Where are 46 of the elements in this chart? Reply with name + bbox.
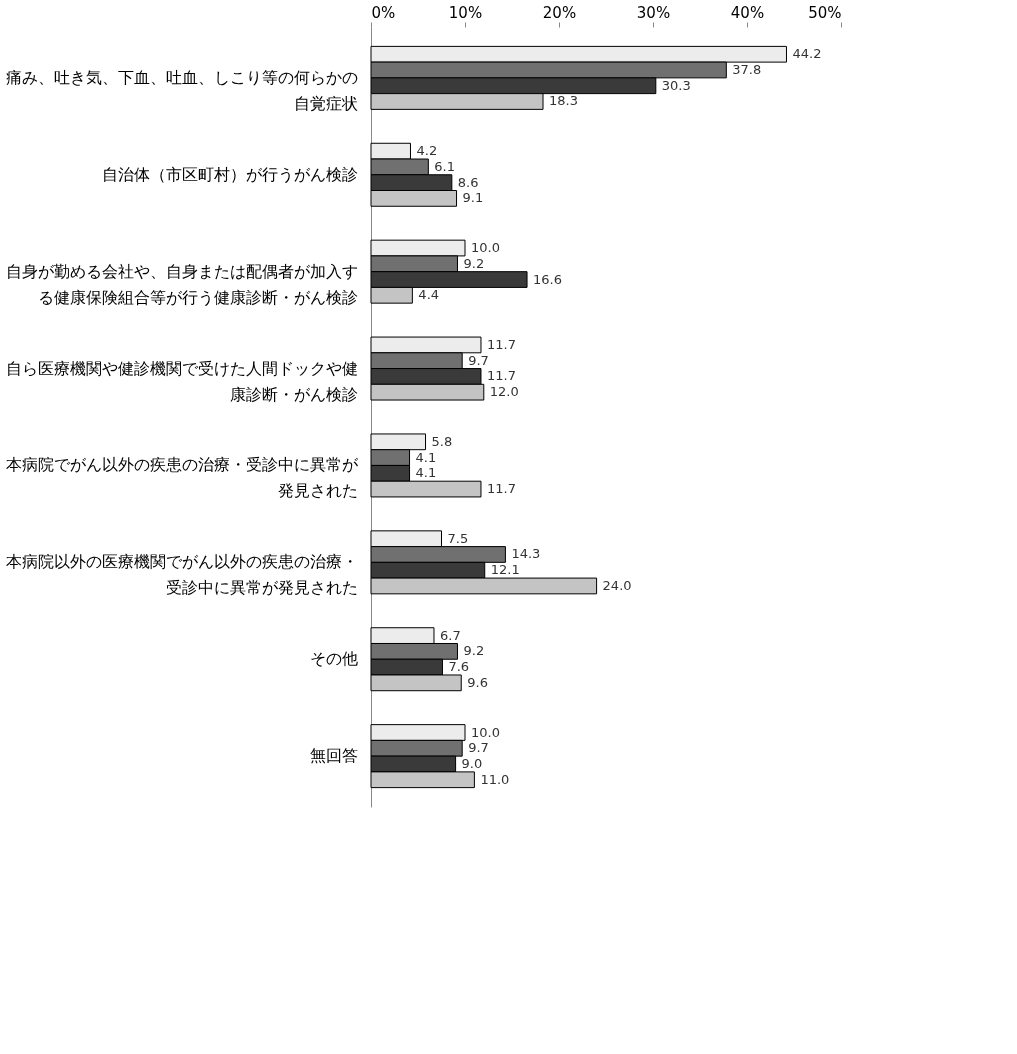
data-label: 8.6 (457, 174, 479, 190)
data-label: 14.3 (511, 546, 541, 562)
data-label: 6.1 (434, 158, 456, 174)
data-label: 9.0 (461, 756, 483, 771)
data-label: 4.2 (416, 143, 438, 159)
data-label: 30.3 (661, 77, 691, 93)
data-label: 16.6 (533, 271, 562, 287)
x-tick-label: 40% (730, 3, 765, 22)
x-tick-label: 0% (371, 3, 396, 22)
y-tick-label: 本病院でがん以外の疾患の治療・受診中に異常が発見された (5, 455, 359, 501)
x-tick-label: 10% (448, 3, 483, 22)
y-tick-label: その他 (309, 649, 358, 669)
data-label: 44.2 (792, 46, 822, 62)
y-tick-label: 自治体（市区町村）が行うがん検診 (101, 164, 358, 184)
data-label: 18.3 (549, 93, 578, 109)
data-label: 5.8 (431, 433, 453, 449)
data-label: 9.2 (463, 643, 485, 659)
data-label: 10.0 (471, 724, 500, 740)
x-tick-label: 50% (808, 3, 842, 22)
data-label: 11.7 (486, 368, 516, 384)
data-label: 11.7 (486, 336, 516, 352)
data-label: 4.1 (415, 465, 437, 481)
data-label: 4.1 (415, 449, 437, 465)
data-label: 12.0 (489, 384, 519, 400)
y-tick-label: 自ら医療機関や健診機関で受けた人間ドックや健康診断・がん検診 (5, 358, 358, 404)
data-label: 11.7 (486, 481, 516, 497)
data-label: 9.2 (463, 255, 485, 271)
data-label: 10.0 (471, 240, 500, 256)
data-label: 7.5 (447, 530, 469, 546)
data-label: 7.6 (448, 659, 470, 675)
data-label: 12.1 (490, 562, 520, 578)
data-label: 9.6 (467, 674, 488, 690)
data-label: 11.0 (480, 771, 510, 787)
data-label: 4.4 (418, 287, 440, 303)
y-tick-label: 無回答 (309, 746, 358, 766)
data-label: 9.1 (462, 190, 484, 206)
data-label: 37.8 (732, 62, 762, 77)
data-label: 24.0 (602, 577, 632, 593)
data-label: 6.7 (439, 627, 461, 643)
y-tick-label: 自身が勤める会社や、自身または配偶者が加入する健康保険組合等が行う健康診断・がん検診 (5, 261, 358, 307)
y-tick-label: 本病院以外の医療機関でがん以外の疾患の治療・受診中に異常が発見された (5, 552, 358, 598)
y-tick-label: 痛み、吐き気、下血、吐血、しこり等の何らかの自覚症状 (5, 67, 358, 113)
x-tick-label: 20% (542, 3, 577, 22)
data-label: 9.7 (468, 352, 489, 368)
data-label: 9.7 (468, 740, 489, 756)
x-tick-label: 30% (636, 3, 671, 22)
